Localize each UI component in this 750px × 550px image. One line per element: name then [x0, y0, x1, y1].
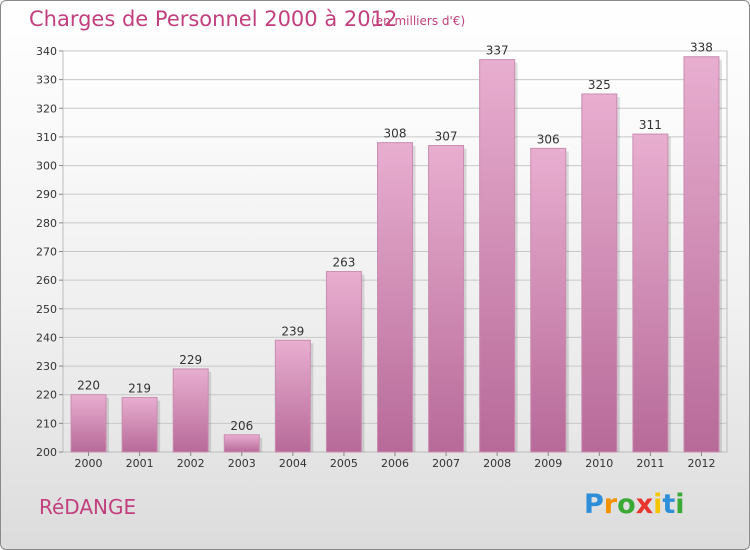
y-tick-label: 290 [36, 188, 57, 201]
logo-letter: t [662, 489, 676, 520]
logo-letter: i [675, 489, 685, 520]
bar [223, 434, 260, 453]
chart-unit-label: (en milliers d'€) [371, 14, 466, 28]
bar-value-label: 306 [537, 132, 560, 146]
bar [325, 271, 362, 453]
y-tick-label: 280 [36, 217, 57, 230]
x-tick-label: 2006 [381, 457, 409, 470]
y-tick-label: 300 [36, 160, 57, 173]
bar-value-label: 308 [384, 127, 407, 141]
x-tick-label: 2000 [75, 457, 103, 470]
logo-letter: i [653, 489, 663, 520]
bars: 220 219 229 206 239 263 308 307 337 306 325 311 338 [70, 41, 722, 453]
bar-value-label: 239 [281, 324, 304, 338]
x-tick-label: 2001 [126, 457, 154, 470]
bar-value-label: 263 [332, 256, 355, 270]
bar-value-label: 206 [230, 419, 253, 433]
x-tick-label: 2007 [432, 457, 460, 470]
bar-value-label: 307 [435, 130, 458, 144]
y-tick-label: 200 [36, 446, 57, 459]
x-axis-ticks: 2000 2001 2002 2003 2004 2005 2006 2007 2008 2009… [75, 452, 715, 470]
bar [530, 147, 567, 453]
x-tick-label: 2003 [228, 457, 256, 470]
bar-value-label: 219 [128, 382, 151, 396]
bar [172, 368, 209, 453]
logo-letter: P [584, 489, 604, 520]
bar [581, 93, 618, 453]
x-tick-label: 2002 [177, 457, 205, 470]
y-tick-label: 260 [36, 274, 57, 287]
logo-letter: x [635, 489, 654, 520]
bar [121, 397, 158, 453]
y-tick-label: 250 [36, 303, 57, 316]
y-tick-label: 320 [36, 102, 57, 115]
bar [683, 56, 720, 453]
logo-letter: r [603, 489, 618, 520]
bar-value-label: 325 [588, 78, 611, 92]
bar [428, 145, 465, 453]
logo-letter: o [617, 489, 636, 520]
bar [479, 59, 516, 453]
x-tick-label: 2011 [636, 457, 664, 470]
bar-value-label: 311 [639, 118, 662, 132]
y-tick-label: 220 [36, 389, 57, 402]
y-tick-label: 310 [36, 131, 57, 144]
bar [70, 394, 107, 453]
y-tick-label: 230 [36, 360, 57, 373]
y-tick-label: 270 [36, 246, 57, 259]
y-tick-label: 330 [36, 74, 57, 87]
bar-value-label: 229 [179, 353, 202, 367]
y-tick-label: 240 [36, 331, 57, 344]
chart-title: Charges de Personnel 2000 à 2012 [29, 7, 398, 31]
x-tick-label: 2010 [585, 457, 613, 470]
y-tick-label: 340 [36, 45, 57, 58]
bar [377, 142, 413, 453]
bar-value-label: 337 [486, 44, 509, 58]
y-tick-label: 210 [36, 417, 57, 430]
bar [632, 133, 669, 453]
x-tick-label: 2004 [279, 457, 307, 470]
x-tick-label: 2012 [687, 457, 715, 470]
x-tick-label: 2008 [483, 457, 511, 470]
bar-value-label: 338 [690, 41, 713, 55]
proxiti-logo[interactable]: Proxiti [584, 489, 685, 520]
bar-value-label: 220 [77, 379, 100, 393]
commune-name: RéDANGE [39, 495, 137, 519]
y-axis-ticks: 200 210 220 230 240 250 260 270 280 290 300 310 320 3… [36, 45, 63, 459]
x-tick-label: 2005 [330, 457, 358, 470]
x-tick-label: 2009 [534, 457, 562, 470]
bar [274, 339, 311, 453]
